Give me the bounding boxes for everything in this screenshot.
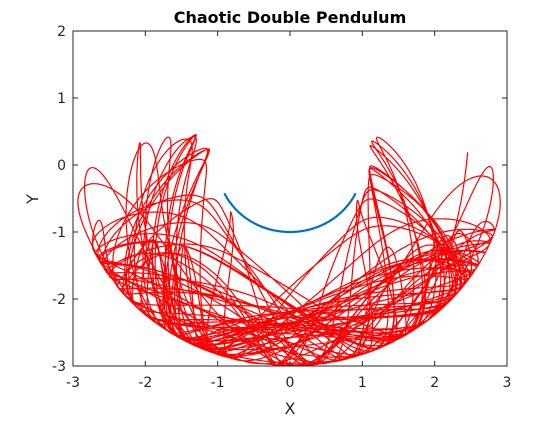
- second-bob-trajectory: [77, 134, 501, 366]
- chart-title: Chaotic Double Pendulum: [174, 8, 407, 27]
- x-tick-label: -1: [211, 375, 225, 391]
- x-axis: -3 -2 -1 0 1 2 3: [66, 31, 511, 391]
- y-tick-label: 2: [57, 24, 66, 40]
- y-tick-label: 1: [57, 91, 66, 107]
- x-tick-label: 0: [286, 375, 295, 391]
- x-tick-label: 1: [358, 375, 367, 391]
- y-tick-label: -1: [52, 225, 66, 241]
- x-tick-label: 2: [430, 375, 439, 391]
- x-tick-label: -3: [66, 375, 80, 391]
- y-tick-label: -3: [52, 359, 66, 375]
- y-tick-label: -2: [52, 292, 66, 308]
- plot-area: [73, 31, 507, 366]
- y-axis: -3 -2 -1 0 1 2: [52, 24, 507, 375]
- x-tick-label: 3: [503, 375, 512, 391]
- x-tick-label: -2: [138, 375, 152, 391]
- y-tick-label: 0: [57, 158, 66, 174]
- x-axis-label: X: [285, 399, 296, 418]
- y-axis-label: Y: [23, 194, 42, 205]
- series-layer: [77, 134, 501, 366]
- first-bob-arc: [223, 192, 357, 234]
